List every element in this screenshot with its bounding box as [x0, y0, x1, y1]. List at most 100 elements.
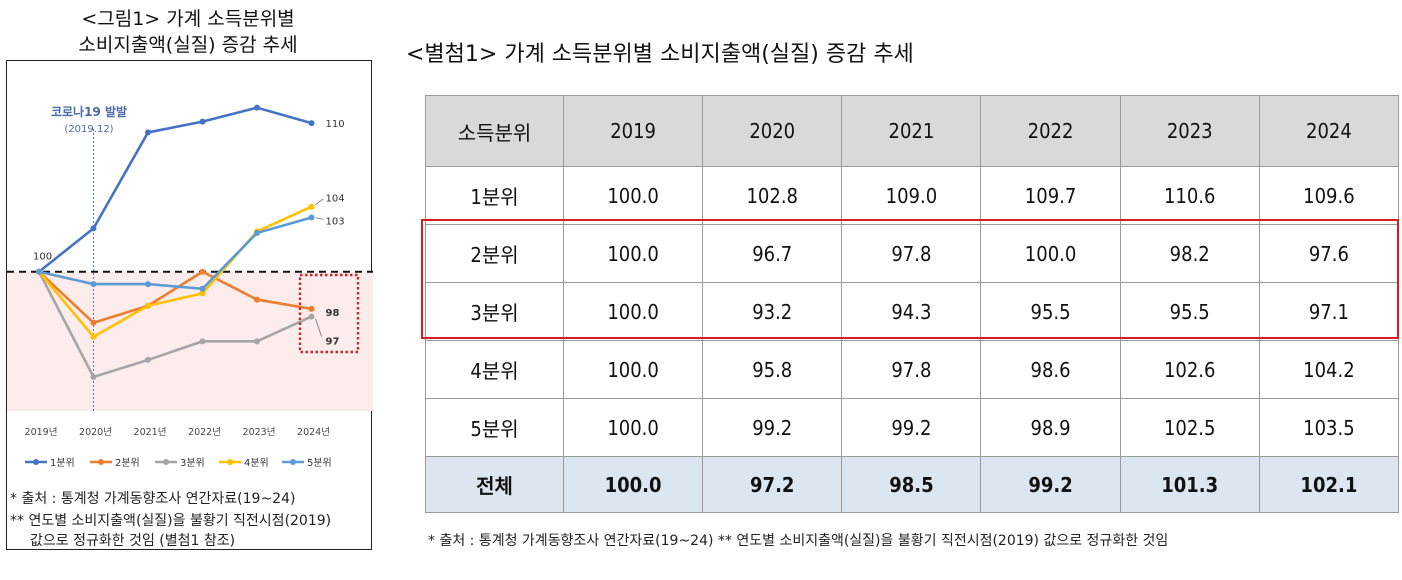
- table-cell: 4분위: [425, 340, 564, 399]
- table-row: 2분위 100.0 96.7 97.8 100.0 98.2 97.6: [425, 224, 1400, 283]
- table-title: <별첨1> 가계 소득분위별 소비지출액(실질) 증감 추세: [406, 42, 914, 67]
- legend-marker: [290, 459, 296, 465]
- end-label: 97: [326, 337, 340, 348]
- table-cell: 100.0: [980, 224, 1121, 283]
- table-cell: 1분위: [425, 166, 564, 225]
- table-cell: 109.7: [980, 166, 1121, 225]
- table-cell: 98.9: [980, 398, 1121, 457]
- series-point-5: [254, 230, 260, 237]
- figure-note-normalize: ** 연도별 소비지출액(실질)을 불황기 직전시점(2019): [10, 513, 332, 529]
- series-line-4: [38, 205, 313, 339]
- end-label: 110: [326, 119, 345, 130]
- series-point-2: [308, 305, 315, 312]
- figure-title: <그림1> 가계 소득분위별 소비지출액(실질) 증감 추세: [0, 6, 376, 58]
- header-cell: 2023: [1119, 95, 1260, 167]
- series-point-4: [90, 333, 97, 340]
- series-point-1: [199, 118, 206, 125]
- series-point-5: [145, 281, 151, 288]
- table-cell: 110.6: [1119, 166, 1260, 225]
- figure-title-line1: <그림1> 가계 소득분위별: [81, 8, 295, 30]
- legend-label-2: 2분위: [115, 456, 140, 469]
- x-tick-label: 2022년: [188, 427, 221, 438]
- series-point-3: [254, 338, 260, 345]
- series-point-1: [254, 104, 260, 111]
- table-cell: 97.8: [841, 340, 982, 399]
- line-chart-frame: 100 코로나19 발발 (2019.12) 110 104 103 98 97 2019년 20…: [6, 60, 373, 550]
- series-point-1: [145, 129, 151, 136]
- figure-note-normalize-cont: 값으로 정규화한 것임 (별첨1 참조): [30, 533, 236, 549]
- total-cell: 전체: [425, 456, 564, 513]
- table-cell: 5분위: [425, 398, 564, 457]
- table-cell: 104.2: [1258, 340, 1400, 399]
- table-header-row: 소득분위 2019 2020 2021 2022 2023 2024: [425, 95, 1400, 167]
- table-cell: 98.6: [980, 340, 1121, 399]
- table-row: 4분위 100.0 95.8 97.8 98.6 102.6 104.2: [425, 340, 1400, 399]
- table-cell: 2분위: [425, 224, 564, 283]
- series-point-5: [36, 268, 42, 275]
- legend-label-4: 4분위: [244, 456, 269, 469]
- table-cell: 95.8: [702, 340, 843, 399]
- series-line-2: [38, 270, 312, 325]
- table-cell: 100.0: [562, 166, 704, 225]
- end-label: 104: [326, 194, 345, 205]
- series-point-2: [254, 296, 260, 303]
- table-cell: 102.8: [702, 166, 843, 225]
- table-cell: 98.2: [1119, 224, 1260, 283]
- header-cell: 2024: [1258, 95, 1400, 167]
- covid-annotation: 코로나19 발발: [51, 104, 127, 119]
- table-row: 1분위 100.0 102.8 109.0 109.7 110.6 109.6: [425, 166, 1400, 225]
- table-row: 5분위 100.0 99.2 99.2 98.9 102.5 103.5: [425, 398, 1400, 457]
- end-label-leader: [315, 217, 324, 221]
- header-cell: 2021: [841, 95, 982, 167]
- legend-marker: [163, 459, 169, 465]
- header-cell: 소득분위: [425, 95, 564, 167]
- header-cell: 2020: [702, 95, 843, 167]
- series-line-3: [37, 271, 313, 379]
- end-label-leader: [315, 318, 322, 337]
- legend-marker: [98, 459, 104, 465]
- table-cell: 99.2: [841, 398, 982, 457]
- series-point-3: [145, 356, 151, 363]
- table-row: 3분위 100.0 93.2 94.3 95.5 95.5 97.1: [425, 282, 1400, 341]
- total-cell: 98.5: [841, 456, 982, 513]
- x-tick-label: 2020년: [79, 427, 112, 438]
- table-cell: 94.3: [841, 282, 982, 341]
- series-line-1: [38, 106, 312, 273]
- table-cell: 100.0: [562, 224, 704, 283]
- covid-annotation-date: (2019.12): [64, 124, 113, 135]
- series-point-1: [90, 225, 97, 232]
- total-cell: 99.2: [980, 456, 1121, 513]
- data-table: 소득분위 2019 2020 2021 2022 2023 2024 1분위 1…: [425, 95, 1400, 513]
- series-point-4: [145, 302, 151, 309]
- end-label: 103: [326, 217, 345, 228]
- x-tick-label: 2024년: [297, 427, 330, 438]
- baseline-label: 100: [33, 252, 52, 263]
- table-cell: 95.5: [1119, 282, 1260, 341]
- total-cell: 101.3: [1119, 456, 1260, 513]
- table-cell: 102.5: [1119, 398, 1260, 457]
- table-cell: 109.0: [841, 166, 982, 225]
- x-tick-label: 2023년: [243, 427, 276, 438]
- table-cell: 93.2: [702, 282, 843, 341]
- line-chart: 100 코로나19 발발 (2019.12) 110 104 103 98 97 2019년 20…: [7, 104, 373, 469]
- x-tick-label: 2021년: [134, 427, 167, 438]
- table-cell: 97.8: [841, 224, 982, 283]
- legend-label-3: 3분위: [180, 456, 205, 469]
- header-cell: 2022: [980, 95, 1121, 167]
- legend-marker: [33, 459, 39, 465]
- series-point-4: [199, 290, 206, 297]
- series-point-5: [90, 281, 97, 288]
- total-cell: 97.2: [702, 456, 843, 513]
- table-note: * 출처 : 통계청 가계동향조사 연간자료(19~24) ** 연도별 소비지…: [428, 533, 1169, 549]
- series-point-2: [199, 268, 206, 275]
- series-point-3: [90, 373, 97, 380]
- figure-note-source: * 출처 : 통계청 가계동향조사 연간자료(19~24): [10, 491, 296, 507]
- series-line-5: [38, 216, 312, 291]
- table-cell: 103.5: [1258, 398, 1400, 457]
- total-cell: 100.0: [562, 456, 704, 513]
- series-point-4: [308, 203, 315, 210]
- end-highlight-box: [298, 273, 360, 354]
- series-point-3: [308, 313, 315, 320]
- table-cell: 95.5: [980, 282, 1121, 341]
- series-point-5: [199, 285, 206, 292]
